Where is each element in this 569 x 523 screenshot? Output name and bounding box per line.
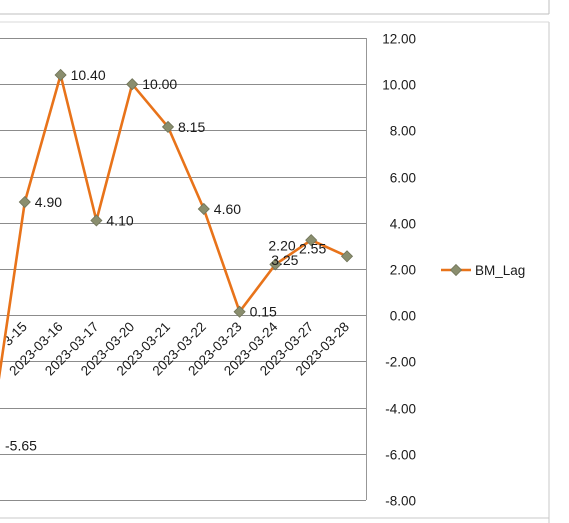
data-label: 4.90 xyxy=(35,194,62,210)
data-point-marker xyxy=(90,214,103,227)
y-tick-label: 0.00 xyxy=(390,309,416,324)
data-label: 8.15 xyxy=(178,119,205,135)
y-tick-label: 6.00 xyxy=(390,171,416,186)
data-label: -5.65 xyxy=(5,438,37,454)
data-label: 10.00 xyxy=(142,76,177,92)
y-tick-label: -2.00 xyxy=(385,355,416,370)
y-tick-label: 8.00 xyxy=(390,124,416,139)
legend-label: BM_Lag xyxy=(475,263,525,278)
data-label: 2.20 xyxy=(268,237,295,253)
data-label: 0.15 xyxy=(250,304,277,320)
y-tick-label: -6.00 xyxy=(385,448,416,463)
y-tick-label: -4.00 xyxy=(385,402,416,417)
legend: BM_Lag xyxy=(441,263,525,278)
data-point-marker xyxy=(18,195,31,209)
data-point-marker xyxy=(197,202,210,216)
data-point-marker xyxy=(269,258,282,271)
data-point-marker xyxy=(233,305,246,318)
data-label: 4.60 xyxy=(214,201,241,217)
y-tick-label: 10.00 xyxy=(382,78,416,93)
y-tick-label: 2.00 xyxy=(390,263,416,278)
data-label: 2.55 xyxy=(299,240,326,256)
data-label: 10.40 xyxy=(71,67,106,83)
data-point-marker xyxy=(54,68,67,82)
y-tick-label: -8.00 xyxy=(385,494,416,509)
data-label: 4.10 xyxy=(106,212,133,228)
x-axis: 3-152023-03-162023-03-172023-03-202023-0… xyxy=(0,315,366,378)
y-tick-label: 4.00 xyxy=(390,217,416,232)
worksheet-frame xyxy=(0,0,550,523)
data-point-marker xyxy=(161,120,175,134)
y-tick-label: 12.00 xyxy=(382,32,416,47)
data-label: 3.25 xyxy=(271,252,298,268)
data-labels: -5.65 4.90 10.40 4.10 10.00 8.15 4.60 0.15 2.203… xyxy=(5,67,326,454)
legend-marker xyxy=(449,263,463,277)
data-point-marker xyxy=(126,78,139,91)
data-point-marker xyxy=(305,234,318,247)
y-axis: 12.00 10.00 8.00 6.00 4.00 2.00 0.00 -2.00 -4.00… xyxy=(366,32,416,509)
gridlines xyxy=(0,38,366,501)
series-markers xyxy=(18,68,354,318)
data-point-marker xyxy=(340,250,354,263)
